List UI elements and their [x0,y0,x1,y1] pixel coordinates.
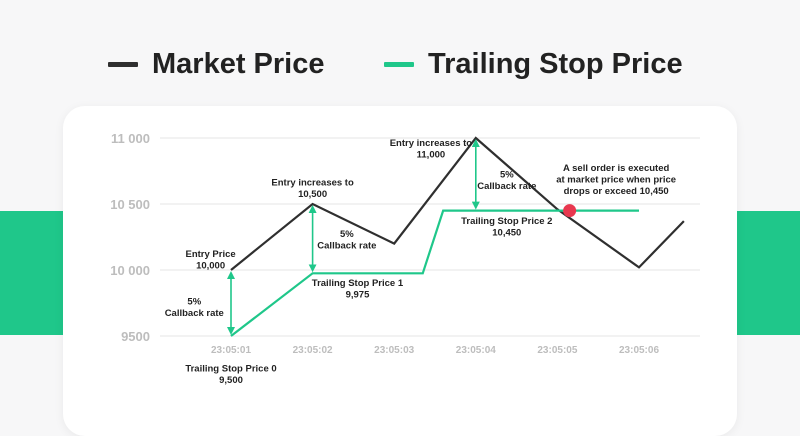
series-trailing-stop [230,209,639,337]
x-tick-label: 23:05:04 [456,345,496,356]
x-axis-ticks: 23:05:01 23:05:02 23:05:03 23:05:04 23:05:05… [211,345,659,356]
annotation-label: A sell order is executed at market price … [556,163,676,197]
callback-arrows [227,139,480,335]
legend-item-trailing-stop: Trailing Stop Price [384,48,683,81]
annotation-label: 5% Callback rate [477,170,536,193]
x-tick-label: 23:05:01 [211,345,251,356]
x-tick-label: 23:05:06 [619,345,659,356]
chart-card [63,106,737,436]
sell-point-marker [563,204,577,218]
x-tick-label: 23:05:05 [537,345,577,356]
y-tick-label: 10 500 [110,197,150,212]
legend-label-trailing: Trailing Stop Price [428,48,683,80]
sell-marker [563,204,577,218]
annotation-label: 5% Callback rate [165,296,224,319]
annotation-label: 5% Callback rate [317,229,376,252]
y-tick-label: 10 000 [110,263,150,278]
x-tick-label: 23:05:02 [293,345,333,356]
legend-swatch-trailing [384,62,414,67]
series-lines [230,136,685,337]
annotation-label: Trailing Stop Price 2 10,450 [461,216,552,239]
y-tick-label: 9500 [121,329,150,344]
grid-lines [160,137,700,337]
legend-item-market-price: Market Price [108,48,325,81]
series-market-price [230,136,685,271]
y-tick-label: 11 000 [111,131,150,146]
legend-swatch-market [108,62,138,67]
chart-legend: Market Price Trailing Stop Price [0,48,800,88]
annotation-label: Trailing Stop Price 1 9,975 [312,278,404,301]
annotation-label: Trailing Stop Price 0 9,500 [185,364,276,387]
annotation-label: Entry increases to 10,500 [271,178,354,201]
y-axis-ticks: 9500 10 000 10 500 11 000 [110,131,150,344]
annotation-label: Entry increases to 11,000 [390,138,473,161]
x-tick-label: 23:05:03 [374,345,414,356]
annotations: Entry Price 10,000 5% Callback rate Trailing… [165,138,676,386]
annotation-label: Entry Price 10,000 [186,249,236,272]
legend-label-market: Market Price [152,48,325,80]
